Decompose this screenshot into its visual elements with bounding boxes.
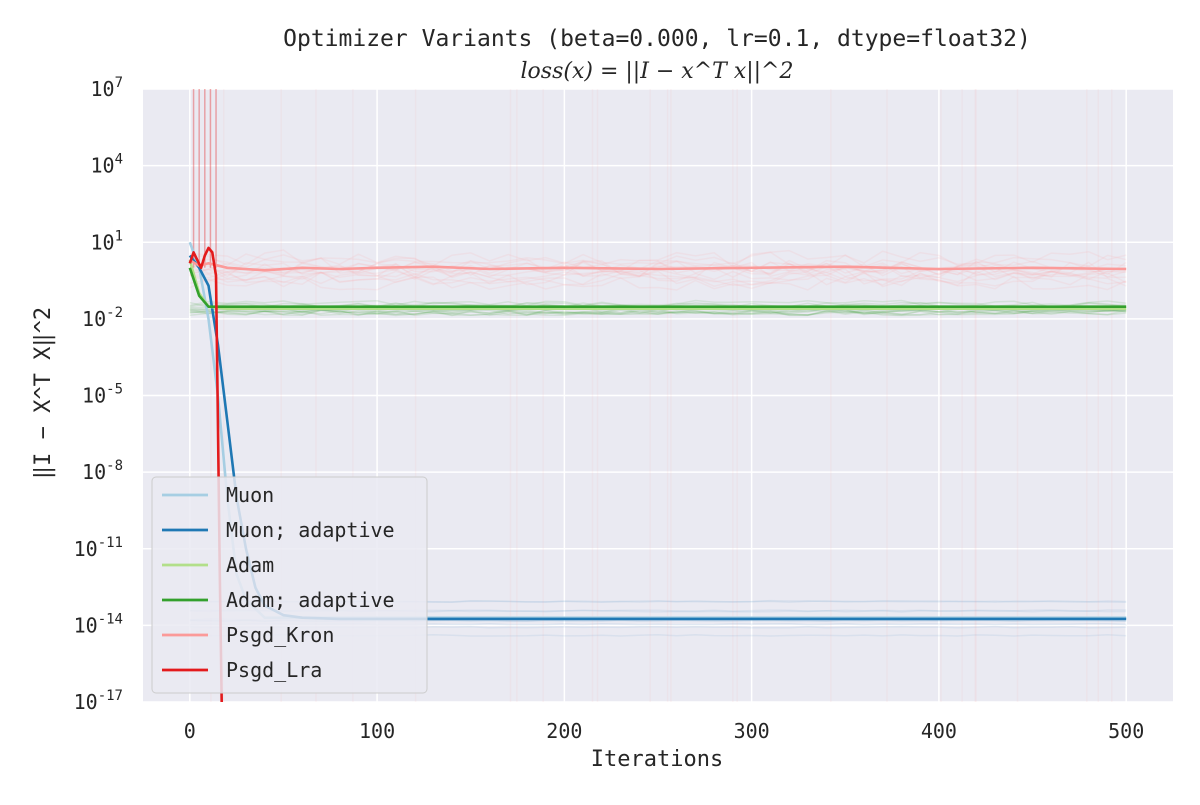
y-tick-label: 101 [90,228,123,254]
series-line-5 [188,246,223,702]
x-tick-label: 200 [546,719,582,743]
faint-trace [189,270,1127,288]
legend-box [151,476,428,694]
legend-label: Muon; adaptive [226,518,395,542]
faint-trace [189,260,1127,278]
faint-trace [189,309,1127,317]
x-tick-label: 400 [921,719,957,743]
series-line-4 [189,258,1127,272]
legend-label: Adam; adaptive [226,588,395,612]
faint-trace [189,309,1127,317]
y-tick-label: 10-17 [74,688,123,714]
x-tick-label: 300 [734,719,770,743]
y-tick-label: 10-5 [82,382,123,408]
faint-trace [189,259,1127,276]
chart-title: Optimizer Variants (beta=0.000, lr=0.1, … [283,26,1031,52]
legend-label: Psgd_Lra [226,658,322,682]
faint-trace [189,299,1127,307]
faint-trace [189,275,1127,291]
faint-trace [189,259,1127,276]
x-axis-label: Iterations [591,747,723,772]
y-tick-label: 107 [90,75,123,101]
faint-trace [189,251,1127,268]
y-tick-label: 10-8 [82,458,123,484]
faint-trace [189,309,1127,317]
chart-subtitle: loss(x) = ||I − x^T x||^2 [521,59,794,84]
y-tick-label: 104 [90,152,123,178]
x-tick-label: 100 [359,719,395,743]
legend-label: Psgd_Kron [226,623,334,647]
faint-trace [189,270,1127,287]
y-tick-label: 10-2 [82,305,123,331]
faint-trace [189,249,1127,266]
legend-label: Adam [226,553,274,577]
legend-label: Muon [226,483,274,507]
faint-trace [189,269,1127,286]
series-line-3 [188,267,1127,309]
faint-trace [189,309,1127,317]
x-tick-label: 0 [184,719,196,743]
faint-trace [189,306,1127,314]
faint-trace [189,267,1127,285]
y-axis-label: ‖I − X^T X‖^2 [31,307,56,479]
faint-trace [189,257,1127,274]
x-tick-label: 500 [1108,719,1144,743]
y-tick-label: 10-11 [74,535,123,561]
y-tick-label: 10-14 [74,611,123,637]
